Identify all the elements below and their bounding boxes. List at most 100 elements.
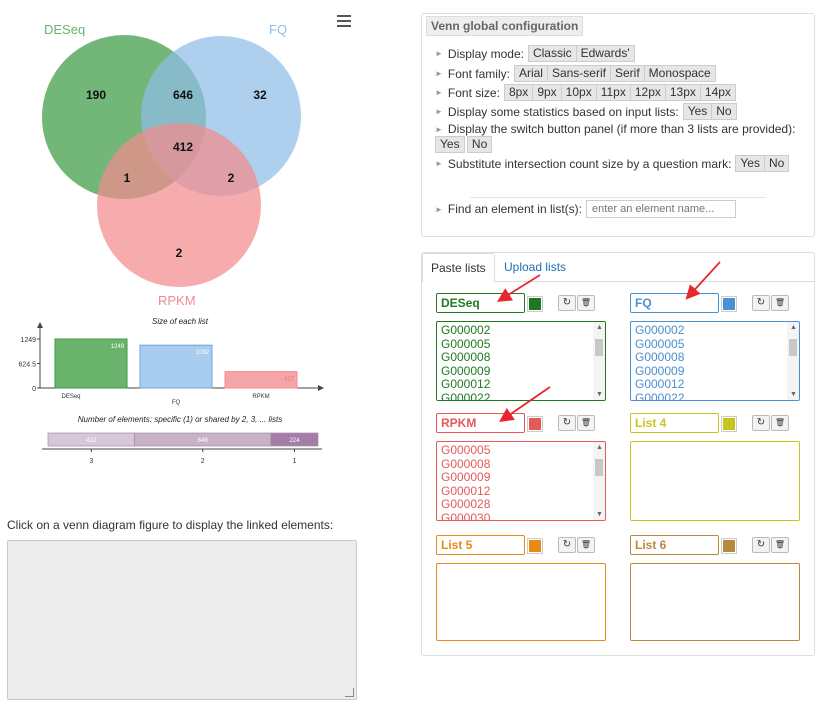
trash-icon[interactable]: 🗑 [771, 415, 789, 431]
font-size-9-button[interactable]: 9px [532, 84, 562, 101]
bullet-icon: ► [435, 69, 443, 78]
list-textarea-3[interactable]: G000005 G000008 G000009 G000012 G000028 … [436, 441, 606, 521]
scroll-down-icon[interactable]: ▼ [596, 511, 603, 518]
list-textarea-4[interactable] [630, 441, 800, 521]
y-tick-label: 1249 [20, 337, 36, 344]
scroll-down-icon[interactable]: ▼ [790, 391, 797, 398]
list-color-picker-3[interactable] [527, 416, 543, 432]
mode-edwards-button[interactable]: Edwards' [575, 45, 635, 62]
bar-value-label: 417 [284, 377, 295, 383]
font-arial-button[interactable]: Arial [513, 65, 548, 82]
bar-value-label: 1249 [111, 344, 125, 350]
refresh-icon[interactable]: ↻ [752, 295, 770, 311]
scroll-thumb[interactable] [595, 339, 603, 356]
refresh-icon[interactable]: ↻ [558, 537, 576, 553]
mode-classic-button[interactable]: Classic [527, 45, 577, 62]
list-name-input-5[interactable]: List 5 [436, 535, 525, 555]
list-scrollbar[interactable]: ▲ ▼ [787, 322, 799, 400]
trash-icon[interactable]: 🗑 [577, 415, 595, 431]
font-serif-button[interactable]: Serif [609, 65, 645, 82]
scroll-thumb[interactable] [789, 339, 797, 356]
list-textarea-1[interactable]: G000002 G000005 G000008 G000009 G000012 … [436, 321, 606, 401]
venn-label-fq: FQ [269, 22, 287, 37]
bar-fq[interactable] [139, 344, 213, 389]
find-element-input[interactable] [585, 200, 736, 218]
list-items-text [631, 564, 799, 568]
font-size-13-button[interactable]: 13px [664, 84, 701, 101]
trash-icon[interactable]: 🗑 [577, 295, 595, 311]
x-tick-label: DESeq [61, 394, 80, 400]
trash-icon[interactable]: 🗑 [771, 295, 789, 311]
bar-value-label: 1092 [196, 350, 210, 356]
venn-count-deseq-only[interactable]: 190 [86, 88, 106, 102]
venn-count-rpkm-only[interactable]: 2 [176, 246, 183, 260]
venn-count-fq-only[interactable]: 32 [253, 88, 267, 102]
scroll-up-icon[interactable]: ▲ [596, 444, 603, 451]
trash-icon[interactable]: 🗑 [771, 537, 789, 553]
scroll-thumb[interactable] [595, 459, 603, 476]
bar-deseq[interactable] [54, 338, 128, 389]
venn-count-all[interactable]: 412 [173, 140, 193, 154]
venn-count-deseq-fq[interactable]: 646 [173, 88, 193, 102]
shared-bar-1[interactable] [270, 432, 319, 447]
shared-chart-title: Number of elements: specific (1) or shar… [78, 415, 283, 424]
y-tick-label: 0 [32, 386, 36, 393]
refresh-icon[interactable]: ↻ [558, 295, 576, 311]
list-items-text [437, 564, 605, 568]
font-family-row: ► Font family: Arial Sans-serif Serif Mo… [435, 65, 716, 82]
shared-x-tick-label: 2 [201, 458, 205, 465]
list-color-picker-1[interactable] [527, 296, 543, 312]
list-color-picker-6[interactable] [721, 538, 737, 554]
font-size-12-button[interactable]: 12px [629, 84, 666, 101]
list-items-text: G000002 G000005 G000008 G000009 G000012 … [441, 323, 491, 401]
venn-count-fq-rpkm[interactable]: 2 [228, 171, 235, 185]
list-scrollbar[interactable]: ▲ ▼ [593, 442, 605, 520]
list-name-input-6[interactable]: List 6 [630, 535, 719, 555]
tab-upload-lists[interactable]: Upload lists [504, 260, 567, 274]
switch-row: ► Display the switch button panel (if mo… [435, 122, 795, 136]
switch-yes-button[interactable]: Yes [435, 136, 465, 153]
venn-set-rpkm[interactable] [97, 123, 261, 287]
font-size-row: ► Font size: 8px 9px 10px 11px 12px 13px… [435, 84, 736, 101]
qmark-no-button[interactable]: No [763, 155, 790, 172]
scroll-up-icon[interactable]: ▲ [790, 324, 797, 331]
font-size-11-button[interactable]: 11px [595, 84, 631, 101]
font-size-8-button[interactable]: 8px [503, 84, 534, 101]
list-color-picker-2[interactable] [721, 296, 737, 312]
list-textarea-6[interactable] [630, 563, 800, 641]
venn-label-rpkm: RPKM [158, 293, 196, 308]
venn-diagram: DESeq FQ RPKM 190 646 32 412 1 2 2 Size … [18, 22, 324, 465]
scroll-up-icon[interactable]: ▲ [596, 324, 603, 331]
qmark-yes-button[interactable]: Yes [735, 155, 765, 172]
list-textarea-5[interactable] [436, 563, 606, 641]
list-name-input-4[interactable]: List 4 [630, 413, 719, 433]
list-color-picker-4[interactable] [721, 416, 737, 432]
list-textarea-2[interactable]: G000002 G000005 G000008 G000009 G000012 … [630, 321, 800, 401]
font-family-label: Font family: [447, 66, 510, 81]
bullet-icon: ► [435, 88, 443, 97]
refresh-icon[interactable]: ↻ [752, 537, 770, 553]
bar-rpkm[interactable] [224, 371, 298, 389]
menu-icon[interactable] [337, 15, 351, 27]
arrow-fq [685, 261, 721, 300]
trash-icon[interactable]: 🗑 [577, 537, 595, 553]
list-color-picker-5[interactable] [527, 538, 543, 554]
refresh-icon[interactable]: ↻ [558, 415, 576, 431]
list-size-chart-title: Size of each list [152, 317, 209, 326]
font-size-10-button[interactable]: 10px [560, 84, 597, 101]
font-monospace-button[interactable]: Monospace [643, 65, 716, 82]
font-size-14-button[interactable]: 14px [699, 84, 736, 101]
linked-elements-box[interactable] [7, 540, 357, 700]
scroll-down-icon[interactable]: ▼ [596, 391, 603, 398]
refresh-icon[interactable]: ↻ [752, 415, 770, 431]
resize-grip-icon[interactable] [345, 688, 354, 697]
switch-no-button[interactable]: No [466, 136, 493, 153]
font-sans-serif-button[interactable]: Sans-serif [546, 65, 611, 82]
stats-no-button[interactable]: No [711, 103, 737, 120]
bullet-icon: ► [435, 159, 443, 168]
tab-paste-lists[interactable]: Paste lists [422, 253, 495, 283]
stats-yes-button[interactable]: Yes [682, 103, 713, 120]
venn-count-deseq-rpkm[interactable]: 1 [124, 171, 131, 185]
list-scrollbar[interactable]: ▲ ▼ [593, 322, 605, 400]
annotation-arrows [496, 261, 721, 423]
